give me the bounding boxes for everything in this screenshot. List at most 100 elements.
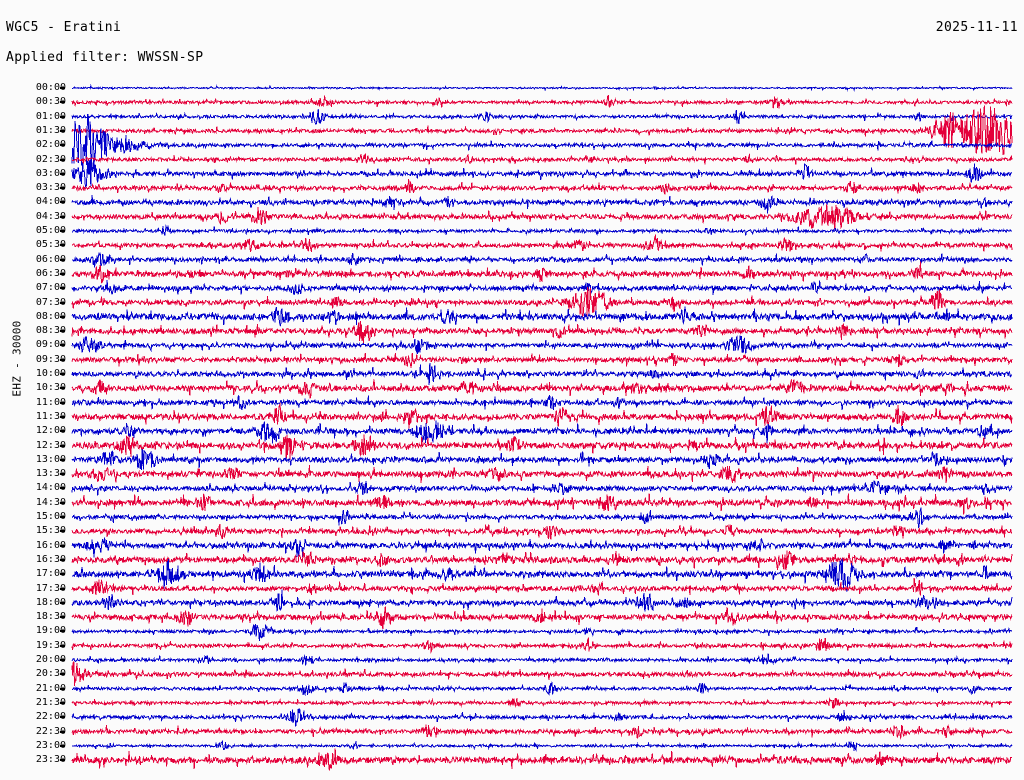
trace-line xyxy=(71,306,1013,327)
time-tick-label: 23:00 xyxy=(35,739,66,751)
time-tick-mark xyxy=(60,258,65,261)
time-tick-mark xyxy=(60,558,65,561)
time-tick-mark xyxy=(60,115,65,118)
time-tick-label: 04:00 xyxy=(35,196,66,208)
time-tick-mark xyxy=(60,158,65,161)
time-tick-label: 02:30 xyxy=(35,153,66,165)
time-tick-mark xyxy=(60,444,65,447)
time-tick-mark xyxy=(60,544,65,547)
time-tick-mark xyxy=(60,501,65,504)
time-tick-label: 10:30 xyxy=(35,382,66,394)
time-tick-mark xyxy=(60,730,65,733)
trace-line xyxy=(71,160,1013,188)
trace-line xyxy=(71,153,1013,165)
time-tick-mark xyxy=(60,716,65,719)
trace-line xyxy=(71,740,1013,752)
time-tick-label: 04:30 xyxy=(35,210,66,222)
trace-line xyxy=(71,623,1012,642)
time-tick-label: 13:00 xyxy=(35,453,66,465)
time-tick-label: 12:30 xyxy=(35,439,66,451)
trace-line xyxy=(71,748,1012,771)
time-tick-mark xyxy=(60,659,65,661)
trace-line xyxy=(71,105,1013,156)
time-tick-mark xyxy=(60,487,65,490)
time-tick-label: 01:00 xyxy=(35,110,66,122)
time-tick-mark xyxy=(60,415,65,418)
trace-line xyxy=(71,558,1013,592)
time-tick-mark xyxy=(60,87,65,89)
time-tick-mark xyxy=(60,630,65,633)
time-tick-label: 17:30 xyxy=(35,582,66,594)
time-tick-mark xyxy=(60,616,65,619)
time-tick-label: 00:00 xyxy=(35,82,66,93)
time-tick-label: 07:00 xyxy=(35,282,66,294)
trace-line xyxy=(71,653,1013,666)
time-tick-mark xyxy=(60,315,65,318)
trace-line xyxy=(71,507,1013,528)
trace-line xyxy=(71,577,1013,596)
trace-line xyxy=(71,378,1013,399)
time-tick-mark xyxy=(60,330,65,333)
trace-line xyxy=(71,420,1013,445)
time-tick-label: 06:30 xyxy=(35,267,66,279)
date-label: 2025-11-11 xyxy=(935,20,1018,35)
time-tick-mark xyxy=(60,530,65,533)
time-tick-label: 11:30 xyxy=(35,410,66,422)
time-tick-label: 16:00 xyxy=(35,539,66,551)
time-tick-mark xyxy=(60,144,65,147)
time-tick-label: 15:00 xyxy=(35,511,66,522)
trace-line xyxy=(71,179,1013,195)
time-tick-label: 10:00 xyxy=(35,368,66,379)
time-tick-mark xyxy=(60,644,65,647)
trace-line xyxy=(71,362,1012,385)
time-tick-mark xyxy=(60,287,65,290)
trace-line xyxy=(72,394,1013,411)
time-tick-mark xyxy=(60,244,65,247)
time-tick-label: 19:30 xyxy=(35,639,66,651)
time-tick-label: 11:00 xyxy=(35,396,66,408)
time-tick-mark xyxy=(60,230,65,232)
time-tick-label: 18:00 xyxy=(35,596,66,608)
time-tick-label: 13:30 xyxy=(35,468,66,480)
trace-line xyxy=(71,335,1013,355)
trace-line xyxy=(71,697,1013,709)
time-tick-label: 14:00 xyxy=(35,482,66,494)
time-tick-mark xyxy=(60,673,65,676)
trace-line xyxy=(71,252,1013,268)
time-tick-mark xyxy=(60,430,65,433)
time-tick-mark xyxy=(60,344,65,347)
time-tick-label: 15:30 xyxy=(35,525,66,537)
time-tick-label: 14:30 xyxy=(35,496,66,508)
trace-line xyxy=(71,279,1013,296)
time-tick-mark xyxy=(60,301,65,304)
trace-line xyxy=(71,606,1013,630)
time-tick-label: 20:30 xyxy=(35,668,66,680)
time-tick-label: 22:00 xyxy=(35,711,66,723)
time-tick-mark xyxy=(60,759,65,762)
time-tick-label: 05:00 xyxy=(35,225,66,236)
trace-line xyxy=(71,194,1013,214)
time-tick-mark xyxy=(60,373,65,375)
time-tick-label: 02:00 xyxy=(35,139,66,151)
trace-line xyxy=(71,589,1013,612)
trace-line xyxy=(71,113,1012,172)
trace-line xyxy=(71,523,1012,540)
time-tick-mark xyxy=(60,587,65,590)
trace-line xyxy=(71,233,1013,252)
time-tick-mark xyxy=(60,129,65,132)
time-tick-label: 19:00 xyxy=(35,625,66,637)
time-tick-mark xyxy=(60,516,65,518)
time-tick-label: 09:00 xyxy=(35,339,66,351)
time-tick-mark xyxy=(60,458,65,461)
trace-line xyxy=(71,286,1013,317)
trace-line xyxy=(71,724,1013,740)
time-tick-mark xyxy=(60,172,65,175)
time-tick-mark xyxy=(60,473,65,476)
time-tick-label: 12:00 xyxy=(35,425,66,437)
time-tick-label: 22:30 xyxy=(35,725,66,737)
trace-line xyxy=(71,434,1013,460)
time-tick-label: 20:00 xyxy=(35,654,66,665)
time-tick-mark xyxy=(60,601,65,604)
time-tick-label: 00:30 xyxy=(35,96,66,108)
